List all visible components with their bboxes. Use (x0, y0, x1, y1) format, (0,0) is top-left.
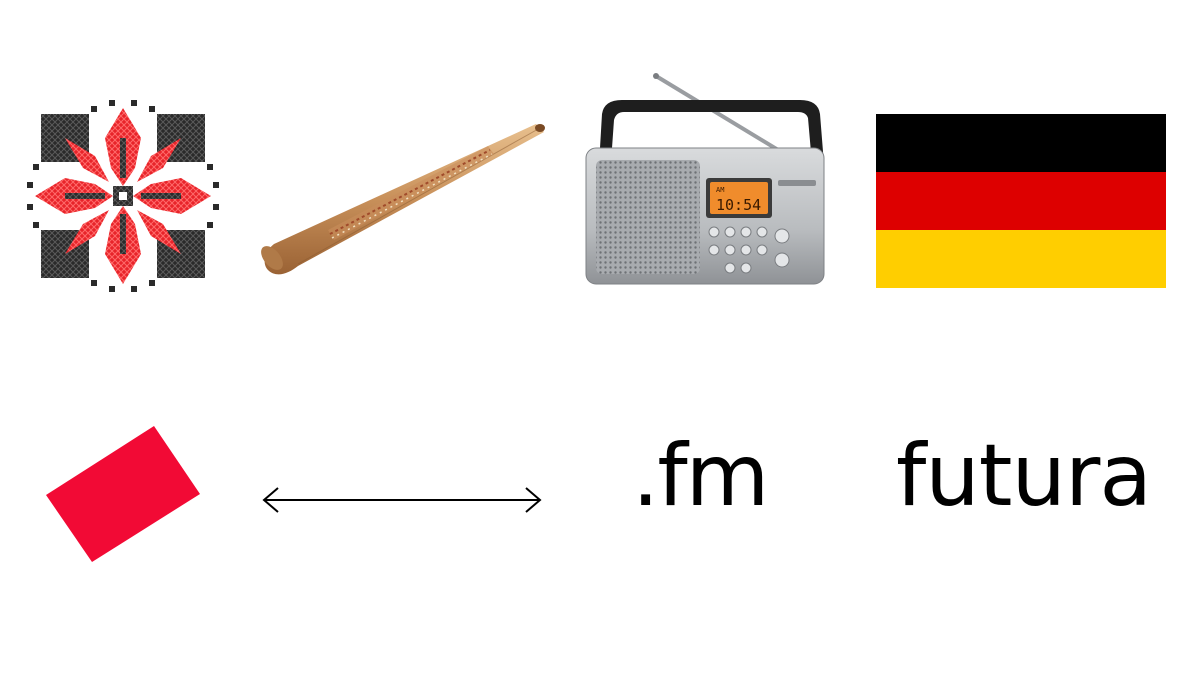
flag-stripe-black (876, 114, 1166, 172)
flag-stripe-red (876, 172, 1166, 230)
futura-word: futura (896, 426, 1152, 526)
german-flag-icon (876, 114, 1166, 288)
red-card-icon (46, 426, 200, 562)
double-arrow-icon (262, 487, 542, 513)
didgeridoo-icon (261, 124, 545, 275)
radio-time-display: 10:54 (716, 196, 761, 214)
embroidery-icon (27, 100, 219, 292)
fm-word: .fm (632, 426, 769, 526)
portable-radio-icon: AM 10:54 (585, 73, 825, 285)
radio-band-label: AM (716, 186, 724, 194)
flag-stripe-gold (876, 230, 1166, 288)
